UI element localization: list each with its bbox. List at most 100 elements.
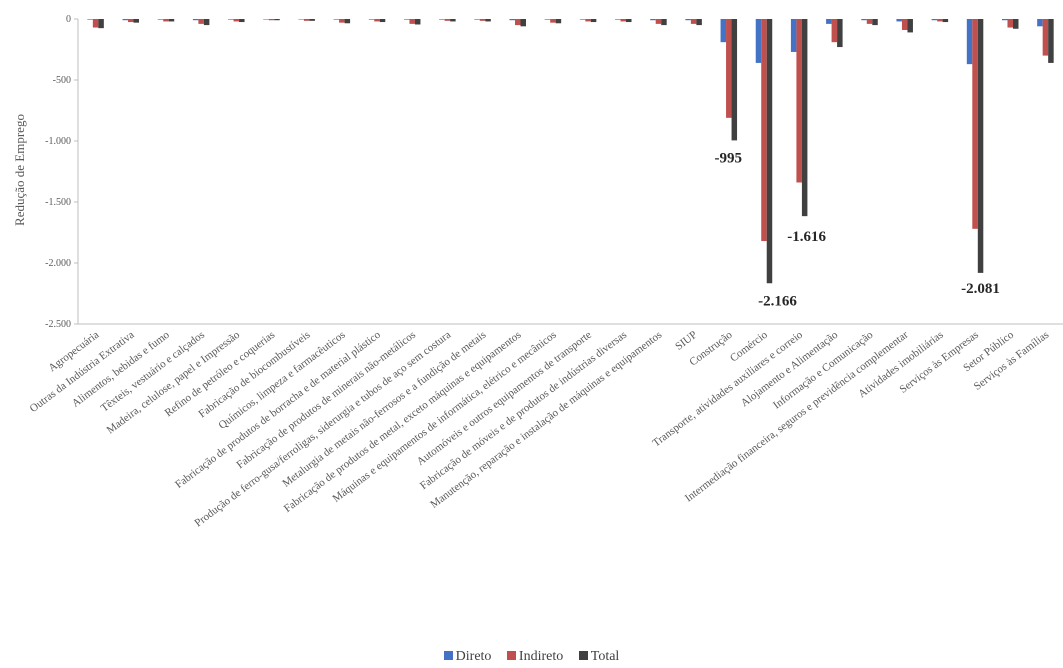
- bar-direto-fabricacao-de-produtos-de-metal-exceto-maquinas-e-equipamentos: [509, 19, 515, 21]
- y-tick-label: -2.000: [45, 258, 71, 269]
- bar-direto-fabricacao-de-biocombustiveis: [298, 19, 304, 20]
- bar-indireto-metalurgia-de-metais-nao-ferrosos-e-a-fundicao-de-metais: [479, 19, 486, 21]
- bar-indireto-manutencao-reparacao-e-instalacao-de-maquinas-e-equipamentos: [655, 19, 662, 24]
- bar-indireto-comercio: [761, 19, 767, 242]
- bar-total-atividades-imobiliarias: [942, 19, 949, 23]
- legend-item-total: Total: [578, 649, 620, 665]
- bar-total-outras-da-industria-extrativa: [133, 19, 140, 23]
- bar-total-siup: [696, 19, 702, 26]
- legend-item-indireto: Indireto: [506, 649, 564, 665]
- bar-indireto-setor-publico: [1007, 19, 1013, 28]
- bar-direto-fabricacao-de-produtos-de-minerais-nao-metalicos: [403, 19, 410, 20]
- bar-total-maquinas-e-equipamentos-de-informatica-eletrico-e-mecanicos: [555, 19, 562, 24]
- bar-indireto-construcao: [726, 19, 732, 118]
- bar-chart: Redução de Emprego 0 -500 -1.000 -1.500 -2.0…: [12, 14, 1063, 529]
- bar-indireto-fabricacao-de-produtos-de-metal-exceto-maquinas-e-equipamentos: [514, 19, 521, 26]
- bar-direto-transporte-atividades-auxiliares-e-correio: [790, 19, 797, 52]
- bar-total-fabricacao-de-produtos-de-minerais-nao-metalicos: [414, 19, 421, 25]
- bar-direto-quimicos-limpeza-e-farmaceuticos: [333, 19, 340, 20]
- bar-indireto-transporte-atividades-auxiliares-e-correio: [796, 19, 802, 183]
- bar-total-servicos-as-empresas: [977, 19, 984, 273]
- bar-indireto-servicos-as-empresas: [972, 19, 978, 229]
- y-tick-label: 0: [66, 14, 71, 25]
- bar-indireto-fabricacao-de-produtos-de-borracha-e-de-material-plastico: [374, 19, 380, 22]
- bar-indireto-fabricacao-de-produtos-de-minerais-nao-metalicos: [409, 19, 415, 24]
- bar-direto-automoveis-e-outros-equipamentos-de-transporte: [579, 19, 586, 20]
- bar-total-agropecuaria: [98, 19, 104, 29]
- bar-indireto-maquinas-e-equipamentos-de-informatica-eletrico-e-mecanicos: [550, 19, 556, 23]
- bar-direto-servicos-as-empresas: [966, 19, 973, 65]
- bar-direto-manutencao-reparacao-e-instalacao-de-maquinas-e-equipamentos: [650, 19, 656, 21]
- bar-total-informacao-e-comunicacao: [872, 19, 878, 26]
- bar-indireto-fabricacao-de-biocombustiveis: [303, 19, 310, 21]
- bar-total-manutencao-reparacao-e-instalacao-de-maquinas-e-equipamentos: [661, 19, 667, 26]
- bar-total-intermediacao-financeira-seguros-e-previdencia-complementar: [907, 19, 913, 33]
- legend-swatch-indireto: [506, 651, 516, 660]
- bar-indireto-automoveis-e-outros-equipamentos-de-transporte: [585, 19, 591, 22]
- bar-total-texteis-vestuario-e-calcados: [203, 19, 210, 26]
- bar-total-setor-publico: [1012, 19, 1019, 29]
- y-axis-label: Redução de Emprego: [12, 114, 27, 226]
- bar-direto-fabricacao-de-moveis-e-de-produtos-de-industrias-diversas: [615, 19, 621, 20]
- bar-direto-alimentos-bebidas-e-fumo: [157, 19, 164, 20]
- bar-indireto-producao-de-ferro-gusa-ferroligas-siderurgia-e-tubos-de-aco-sem-costura: [444, 19, 451, 21]
- bar-indireto-siup: [690, 19, 697, 24]
- y-tick-label: -500: [53, 75, 71, 86]
- bar-total-servicos-as-familias: [1048, 19, 1054, 63]
- bar-direto-maquinas-e-equipamentos-de-informatica-eletrico-e-mecanicos: [544, 19, 551, 20]
- legend-label-indireto: Indireto: [518, 649, 564, 664]
- bar-total-fabricacao-de-biocombustiveis: [309, 19, 315, 21]
- y-tick-label: -1.500: [45, 197, 71, 208]
- bar-total-metalurgia-de-metais-nao-ferrosos-e-a-fundicao-de-metais: [485, 19, 491, 22]
- bar-total-alimentos-bebidas-e-fumo: [168, 19, 175, 22]
- bar-direto-siup: [685, 19, 691, 21]
- bar-direto-producao-de-ferro-gusa-ferroligas-siderurgia-e-tubos-de-aco-sem-costura: [439, 19, 445, 20]
- bar-indireto-fabricacao-de-moveis-e-de-produtos-de-industrias-diversas: [620, 19, 627, 22]
- y-tick-label: -1.000: [45, 136, 71, 147]
- bar-total-comercio: [766, 19, 773, 284]
- bar-indireto-servicos-as-familias: [1042, 19, 1049, 56]
- bar-direto-construcao: [720, 19, 727, 43]
- bar-total-fabricacao-de-produtos-de-metal-exceto-maquinas-e-equipamentos: [520, 19, 526, 27]
- bar-indireto-alimentos-bebidas-e-fumo: [163, 19, 169, 22]
- bar-direto-intermediacao-financeira-seguros-e-previdencia-complementar: [896, 19, 902, 22]
- legend-label-total: Total: [590, 649, 620, 664]
- bar-direto-agropecuaria: [87, 19, 93, 20]
- bar-total-fabricacao-de-moveis-e-de-produtos-de-industrias-diversas: [626, 19, 632, 23]
- category-label-siup: SIUP: [673, 329, 699, 353]
- bar-direto-setor-publico: [1001, 19, 1008, 21]
- data-label-servicos-as-empresas: -2.081: [961, 281, 1000, 297]
- bar-total-construcao: [731, 19, 738, 141]
- bar-total-refino-de-petroleo-e-coquerias: [274, 19, 280, 21]
- bar-indireto-quimicos-limpeza-e-farmaceuticos: [339, 19, 345, 23]
- legend-swatch-total: [578, 651, 588, 660]
- bar-indireto-refino-de-petroleo-e-coquerias: [268, 19, 275, 21]
- bar-indireto-atividades-imobiliarias: [937, 19, 943, 22]
- bar-direto-alojamento-e-alimentacao: [826, 19, 832, 24]
- data-label-transporte-atividades-auxiliares-e-correio: -1.616: [787, 229, 826, 245]
- data-label-comercio: -2.166: [758, 293, 797, 309]
- bar-total-madeira-celulose-papel-e-impressao: [239, 19, 245, 23]
- legend: Direto Indireto Total: [0, 649, 1063, 665]
- bar-direto-outras-da-industria-extrativa: [122, 19, 129, 21]
- bar-direto-metalurgia-de-metais-nao-ferrosos-e-a-fundicao-de-metais: [474, 19, 480, 20]
- bar-indireto-informacao-e-comunicacao: [866, 19, 873, 24]
- bar-direto-atividades-imobiliarias: [931, 19, 938, 21]
- bar-direto-madeira-celulose-papel-e-impressao: [228, 19, 234, 20]
- bar-indireto-texteis-vestuario-e-calcados: [198, 19, 204, 24]
- bar-total-automoveis-e-outros-equipamentos-de-transporte: [590, 19, 597, 23]
- bar-indireto-outras-da-industria-extrativa: [128, 19, 134, 23]
- y-tick-label: -2.500: [45, 319, 71, 330]
- bar-direto-fabricacao-de-produtos-de-borracha-e-de-material-plastico: [368, 19, 375, 20]
- bar-direto-comercio: [755, 19, 762, 63]
- plot-area: 0 -500 -1.000 -1.500 -2.000 -2.500 -995 -2.166 -…: [28, 14, 1063, 529]
- legend-item-direto: Direto: [443, 649, 491, 665]
- bar-indireto-intermediacao-financeira-seguros-e-previdencia-complementar: [901, 19, 908, 30]
- legend-swatch-direto: [443, 651, 453, 660]
- bar-direto-refino-de-petroleo-e-coquerias: [263, 19, 269, 20]
- bar-direto-texteis-vestuario-e-calcados: [192, 19, 199, 21]
- bar-total-producao-de-ferro-gusa-ferroligas-siderurgia-e-tubos-de-aco-sem-costura: [450, 19, 456, 22]
- bar-total-transporte-atividades-auxiliares-e-correio: [801, 19, 808, 217]
- bar-direto-informacao-e-comunicacao: [861, 19, 867, 21]
- bar-direto-servicos-as-familias: [1037, 19, 1043, 27]
